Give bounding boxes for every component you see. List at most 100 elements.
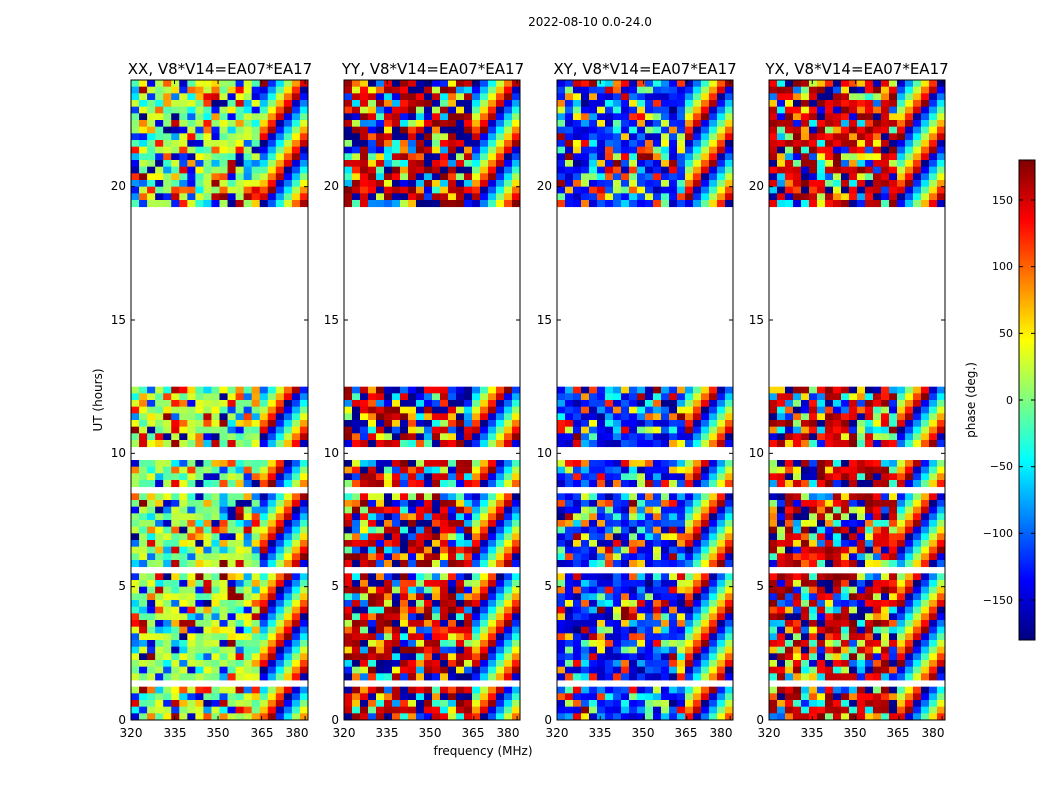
heatmap-cell xyxy=(275,586,285,594)
heatmap-cell xyxy=(344,513,353,521)
heatmap-cell xyxy=(416,146,425,154)
heatmap-cell xyxy=(299,153,308,161)
heatmap-cell xyxy=(921,400,930,408)
heatmap-cell xyxy=(291,126,301,134)
heatmap-cell xyxy=(709,586,718,594)
heatmap-cell xyxy=(291,86,301,94)
heatmap-cell xyxy=(637,413,646,421)
heatmap-cell xyxy=(139,386,148,394)
heatmap-cell xyxy=(131,633,140,641)
heatmap-cell xyxy=(865,460,874,468)
heatmap-cell xyxy=(147,620,156,628)
heatmap-cell xyxy=(801,146,810,154)
heatmap-cell xyxy=(512,133,520,141)
heatmap-cell xyxy=(693,480,702,488)
heatmap-cell xyxy=(400,426,409,434)
heatmap-cell xyxy=(291,673,301,681)
heatmap-cell xyxy=(913,180,922,188)
heatmap-cell xyxy=(131,693,140,701)
heatmap-cell xyxy=(472,533,481,541)
heatmap-cell xyxy=(685,160,694,168)
heatmap-cell xyxy=(849,406,858,414)
heatmap-cell xyxy=(352,80,361,88)
heatmap-cell xyxy=(456,440,465,448)
heatmap-cell xyxy=(243,126,253,134)
heatmap-cell xyxy=(565,580,574,588)
heatmap-cell xyxy=(621,93,630,101)
heatmap-cell xyxy=(801,460,810,468)
heatmap-cell xyxy=(291,120,301,128)
heatmap-cell xyxy=(629,406,638,414)
heatmap-cell xyxy=(416,126,425,134)
heatmap-cell xyxy=(717,386,726,394)
heatmap-cell xyxy=(597,133,606,141)
heatmap-cell xyxy=(179,620,188,628)
heatmap-cell xyxy=(480,426,489,434)
heatmap-cell xyxy=(921,100,930,108)
heatmap-cell xyxy=(275,553,285,561)
heatmap-cell xyxy=(368,460,377,468)
heatmap-cell xyxy=(211,200,220,208)
heatmap-cell xyxy=(163,660,172,668)
heatmap-cell xyxy=(416,393,425,401)
heatmap-cell xyxy=(360,600,369,608)
heatmap-cell xyxy=(283,573,293,581)
heatmap-cell xyxy=(653,560,662,568)
heatmap-cell xyxy=(488,606,497,614)
heatmap-cell xyxy=(219,513,228,521)
heatmap-cell xyxy=(464,160,473,168)
heatmap-cell xyxy=(693,686,702,694)
heatmap-cell xyxy=(709,546,718,554)
heatmap-cell xyxy=(613,466,622,474)
heatmap-cell xyxy=(283,713,293,720)
heatmap-cell xyxy=(147,646,156,654)
heatmap-cell xyxy=(448,573,457,581)
heatmap-cell xyxy=(432,93,441,101)
heatmap-cell xyxy=(913,173,922,181)
heatmap-cell xyxy=(251,86,261,94)
heatmap-cell xyxy=(352,640,361,648)
heatmap-cell xyxy=(833,120,842,128)
heatmap-cell xyxy=(416,86,425,94)
heatmap-cell xyxy=(360,580,369,588)
heatmap-cell xyxy=(701,706,710,714)
heatmap-cell xyxy=(653,106,662,114)
heatmap-cell xyxy=(251,713,261,720)
heatmap-cell xyxy=(929,160,938,168)
heatmap-cell xyxy=(769,393,778,401)
heatmap-cell xyxy=(259,133,269,141)
heatmap-cell xyxy=(464,106,473,114)
heatmap-cell xyxy=(480,540,489,548)
heatmap-cell xyxy=(432,433,441,441)
heatmap-cell xyxy=(496,660,505,668)
heatmap-cell xyxy=(629,553,638,561)
heatmap-cell xyxy=(488,413,497,421)
heatmap-cell xyxy=(400,160,409,168)
heatmap-cell xyxy=(504,540,513,548)
heatmap-cell xyxy=(360,646,369,654)
heatmap-cell xyxy=(793,473,802,481)
heatmap-cell xyxy=(384,693,393,701)
heatmap-cell xyxy=(251,180,261,188)
heatmap-cell xyxy=(801,166,810,174)
heatmap-cell xyxy=(235,100,245,108)
heatmap-cell xyxy=(400,166,409,174)
heatmap-cell xyxy=(709,80,718,88)
heatmap-cell xyxy=(685,133,694,141)
heatmap-cell xyxy=(717,520,726,528)
heatmap-cell xyxy=(227,93,236,101)
heatmap-cell xyxy=(621,493,630,501)
heatmap-cell xyxy=(392,120,401,128)
heatmap-cell xyxy=(825,153,834,161)
heatmap-cell xyxy=(897,133,906,141)
heatmap-cell xyxy=(344,640,353,648)
heatmap-cell xyxy=(155,460,164,468)
heatmap-cell xyxy=(456,386,465,394)
heatmap-cell xyxy=(376,440,385,448)
heatmap-cell xyxy=(195,193,204,201)
heatmap-cell xyxy=(376,666,385,674)
heatmap-cell xyxy=(211,493,220,501)
heatmap-cell xyxy=(613,626,622,634)
heatmap-cell xyxy=(677,473,686,481)
heatmap-cell xyxy=(512,640,520,648)
